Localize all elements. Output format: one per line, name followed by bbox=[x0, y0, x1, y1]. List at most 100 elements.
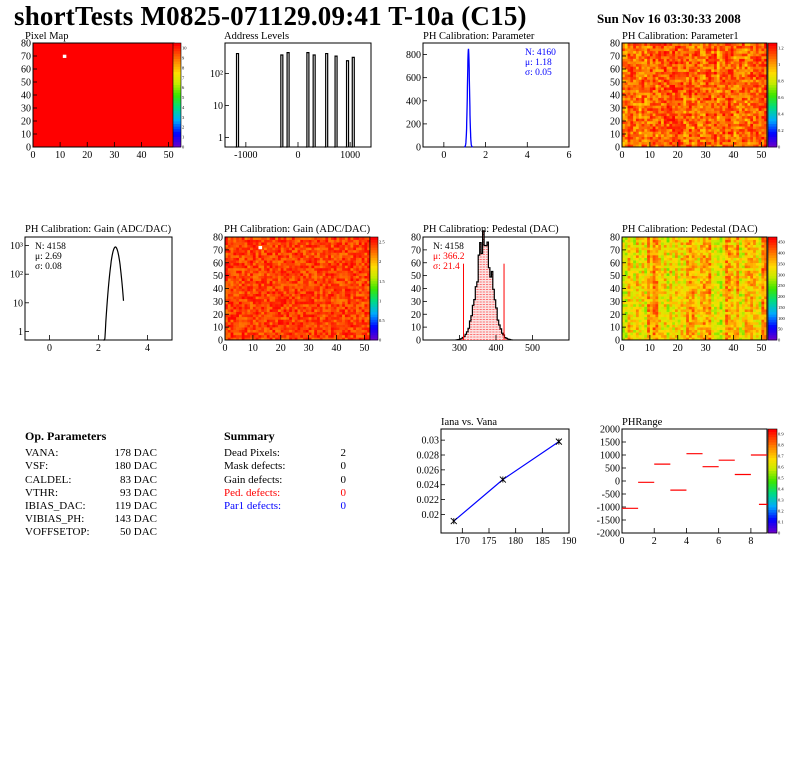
heatmap-cell bbox=[322, 237, 326, 240]
colorbar-cell bbox=[173, 45, 181, 49]
heatmap-cell bbox=[627, 48, 631, 52]
heatmap-cell bbox=[649, 306, 653, 310]
heatmap-cell bbox=[649, 79, 653, 83]
heatmap-cell bbox=[630, 79, 634, 83]
heatmap-cell bbox=[644, 79, 648, 83]
heatmap-cell bbox=[727, 121, 732, 124]
heatmap-cell bbox=[325, 327, 329, 330]
heatmap-cell bbox=[358, 280, 362, 284]
heatmap-cell bbox=[275, 242, 279, 246]
heatmap-cell bbox=[694, 71, 698, 75]
heatmap-cell bbox=[730, 144, 734, 148]
heatmap-cell bbox=[686, 76, 690, 80]
heatmap-cell bbox=[305, 291, 309, 294]
heatmap-cell bbox=[649, 293, 653, 297]
heatmap-cell bbox=[635, 87, 640, 91]
histogram-line bbox=[455, 230, 513, 341]
heatmap-cell bbox=[280, 278, 284, 282]
heatmap-cell bbox=[277, 249, 282, 253]
heatmap-cell bbox=[644, 291, 648, 294]
heatmap-cell bbox=[655, 89, 659, 93]
heatmap-cell bbox=[705, 134, 709, 137]
stats-line: N: 4158 bbox=[35, 242, 66, 252]
heatmap-cell bbox=[291, 242, 296, 246]
heatmap-cell bbox=[280, 257, 284, 261]
heatmap-cell bbox=[230, 255, 234, 258]
heatmap-cell bbox=[666, 97, 670, 101]
heatmap-cell bbox=[627, 74, 631, 78]
heatmap-cell bbox=[658, 56, 662, 59]
heatmap-cell bbox=[238, 280, 243, 284]
heatmap-cell bbox=[680, 76, 684, 80]
colorbar-cell bbox=[768, 56, 777, 59]
heatmap-cell bbox=[697, 87, 701, 91]
heatmap-cell bbox=[753, 115, 757, 119]
heatmap-cell bbox=[230, 285, 234, 289]
heatmap-cell bbox=[328, 278, 332, 282]
heatmap-cell bbox=[291, 337, 296, 341]
heatmap-cell bbox=[741, 110, 745, 114]
heatmap-cell bbox=[319, 298, 323, 302]
heatmap-cell bbox=[622, 141, 626, 145]
heatmap-cell bbox=[635, 242, 640, 246]
heatmap-cell bbox=[247, 288, 251, 292]
heatmap-cell bbox=[730, 95, 734, 98]
heatmap-cell bbox=[641, 74, 645, 78]
histogram-bar bbox=[312, 54, 316, 148]
heatmap-cell bbox=[644, 265, 648, 269]
heatmap-cell bbox=[647, 332, 651, 336]
heatmap-cell bbox=[225, 275, 229, 279]
heatmap-cell bbox=[286, 280, 290, 284]
heatmap-cell bbox=[758, 139, 762, 143]
heatmap-cell bbox=[697, 71, 701, 75]
heatmap-cell bbox=[691, 53, 695, 57]
heatmap-cell bbox=[624, 249, 628, 253]
heatmap-cell bbox=[755, 126, 759, 130]
heatmap-cell bbox=[361, 296, 365, 300]
heatmap-cell bbox=[680, 61, 684, 65]
heatmap-cell bbox=[367, 283, 371, 287]
heatmap-cell bbox=[622, 115, 626, 119]
heatmap-cell bbox=[336, 255, 340, 258]
colorbar-cell bbox=[370, 267, 378, 271]
heatmap-cell bbox=[644, 105, 648, 109]
heatmap-cell bbox=[652, 139, 656, 143]
heatmap-cell bbox=[339, 311, 343, 315]
heatmap-cell bbox=[325, 293, 329, 297]
heatmap-cell bbox=[336, 337, 340, 341]
heatmap-cell bbox=[328, 257, 332, 261]
heatmap-cell bbox=[227, 260, 231, 264]
heatmap-cell bbox=[291, 329, 296, 333]
heatmap-cell bbox=[736, 48, 740, 52]
heatmap-cell bbox=[708, 71, 712, 75]
heatmap-cell bbox=[635, 260, 640, 264]
heatmap-cell bbox=[711, 66, 715, 70]
heatmap-cell bbox=[339, 319, 343, 323]
heatmap-cell bbox=[647, 115, 651, 119]
heatmap-cell bbox=[716, 108, 720, 111]
heatmap-cell bbox=[719, 87, 723, 91]
heatmap-cell bbox=[691, 100, 695, 104]
heatmap-cell bbox=[647, 296, 651, 300]
heatmap-cell bbox=[730, 66, 734, 70]
heatmap-cell bbox=[711, 53, 715, 57]
heatmap-cell bbox=[333, 237, 337, 240]
colorbar-cell bbox=[768, 110, 777, 114]
heatmap-cell bbox=[308, 329, 312, 333]
heatmap-cell bbox=[308, 262, 312, 266]
heatmap-cell bbox=[730, 58, 734, 62]
heatmap-cell bbox=[694, 82, 698, 85]
heatmap-cell bbox=[624, 76, 628, 80]
heatmap-cell bbox=[630, 95, 634, 98]
heatmap-cell bbox=[627, 319, 631, 323]
heatmap-cell bbox=[227, 306, 231, 310]
heatmap-cell bbox=[255, 337, 259, 341]
heatmap-cell bbox=[336, 239, 340, 243]
y-tick-label: 50 bbox=[21, 78, 31, 89]
heatmap-cell bbox=[674, 84, 679, 88]
heatmap-cell bbox=[716, 48, 720, 52]
heatmap-cell bbox=[694, 139, 698, 143]
heatmap-cell bbox=[641, 136, 645, 140]
colorbar-frame bbox=[172, 42, 182, 148]
heatmap-cell bbox=[303, 244, 307, 248]
